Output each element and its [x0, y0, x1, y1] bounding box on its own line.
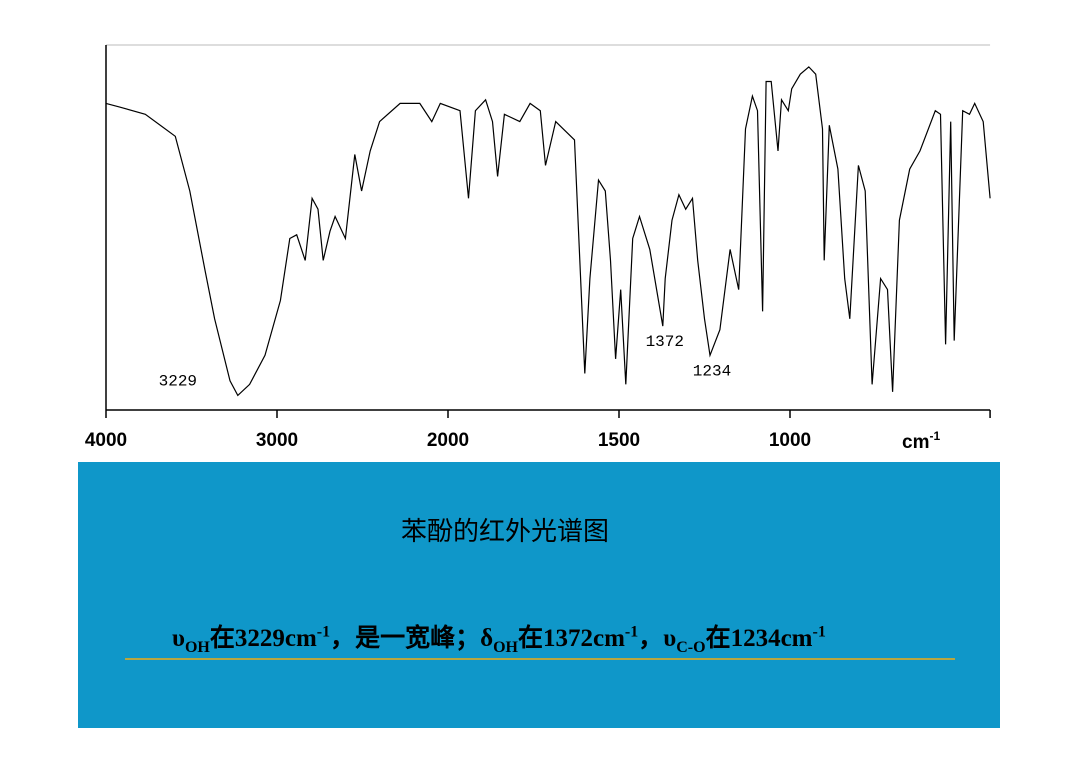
peak-label: 1372 — [646, 333, 684, 351]
text: υ — [172, 625, 185, 652]
unit: cm — [902, 432, 929, 453]
text: 在3229cm — [209, 625, 317, 652]
x-tick-label: 1000 — [769, 430, 811, 451]
subscript: OH — [493, 639, 518, 656]
subscript: OH — [184, 639, 210, 656]
superscript: -1 — [316, 623, 331, 641]
x-tick-label: 3000 — [256, 430, 298, 451]
text: ，υ — [638, 625, 677, 652]
description: υOH在3229cm-1，是一宽峰；δOH在1372cm-1，υC-O在1234… — [172, 618, 826, 657]
spectrum-line — [105, 66, 991, 397]
chart-title: 苯酚的红外光谱图 — [401, 517, 609, 547]
superscript: -1 — [812, 623, 826, 641]
subscript: C-O — [676, 639, 706, 656]
x-tick-label: 4000 — [85, 430, 127, 451]
peak-label: 3229 — [159, 372, 197, 390]
text: 在1372cm — [518, 625, 625, 652]
x-axis-label: cm-1 — [902, 429, 940, 453]
peak-label: 1234 — [693, 362, 731, 380]
x-tick-label: 1500 — [598, 430, 640, 451]
text: ，是一宽峰；δ — [330, 625, 494, 652]
superscript: -1 — [624, 623, 639, 641]
text: 在1234cm — [705, 625, 813, 652]
unit-sup: -1 — [929, 429, 940, 443]
x-tick-label: 2000 — [427, 430, 469, 451]
caption-panel — [78, 462, 1000, 728]
plot: 4000 3000 2000 1500 1000 cm-1 3229 1372 1234 — [85, 44, 991, 453]
